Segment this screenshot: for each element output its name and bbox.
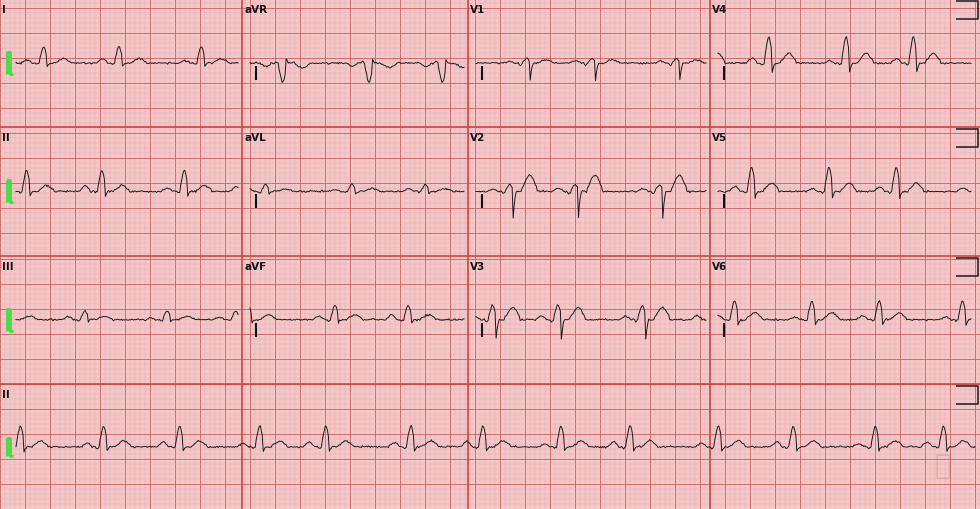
- Text: I: I: [2, 5, 6, 15]
- Text: II: II: [2, 133, 10, 143]
- Text: V5: V5: [712, 133, 727, 143]
- Text: aVL: aVL: [244, 133, 266, 143]
- Text: V2: V2: [470, 133, 485, 143]
- Text: III: III: [2, 261, 14, 271]
- Text: aVF: aVF: [244, 261, 267, 271]
- Text: V3: V3: [470, 261, 485, 271]
- Text: V4: V4: [712, 5, 727, 15]
- Text: II: II: [2, 389, 10, 399]
- Text: V6: V6: [712, 261, 727, 271]
- Text: 🐂: 🐂: [935, 451, 952, 479]
- Text: V1: V1: [470, 5, 485, 15]
- Text: aVR: aVR: [244, 5, 268, 15]
